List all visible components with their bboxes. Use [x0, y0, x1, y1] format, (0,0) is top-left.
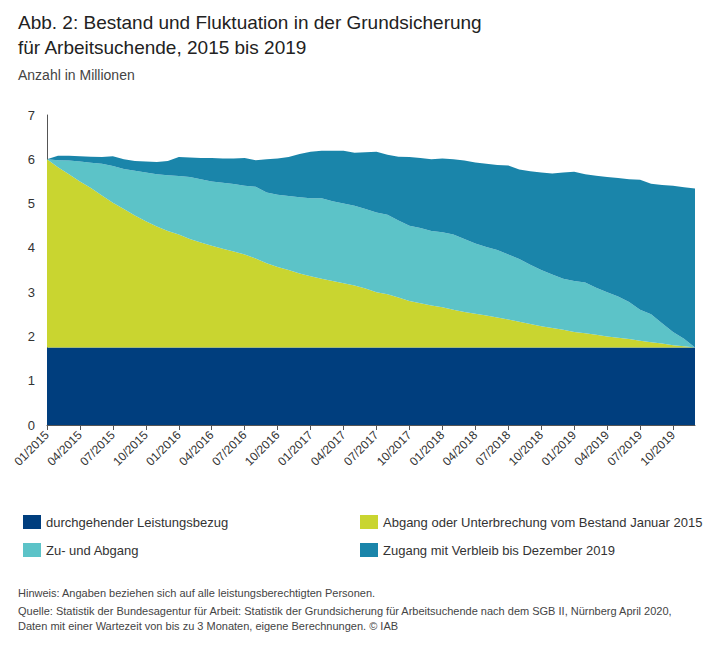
svg-text:4: 4 — [28, 240, 35, 255]
svg-text:07/2018: 07/2018 — [473, 428, 514, 469]
svg-text:5: 5 — [28, 196, 35, 211]
svg-text:07/2016: 07/2016 — [209, 428, 250, 469]
svg-text:durchgehender Leistungsbezug: durchgehender Leistungsbezug — [46, 515, 228, 530]
svg-text:10/2018: 10/2018 — [506, 428, 547, 469]
svg-text:04/2016: 04/2016 — [176, 428, 217, 469]
svg-text:04/2018: 04/2018 — [440, 428, 481, 469]
svg-text:01/2017: 01/2017 — [275, 428, 316, 469]
svg-text:07/2015: 07/2015 — [77, 428, 118, 469]
svg-text:Zugang mit Verbleib bis Dezemb: Zugang mit Verbleib bis Dezember 2019 — [383, 543, 615, 558]
svg-text:2: 2 — [28, 329, 35, 344]
svg-text:Anzahl in Millionen: Anzahl in Millionen — [18, 67, 135, 83]
svg-text:0: 0 — [28, 418, 35, 433]
svg-text:10/2015: 10/2015 — [110, 428, 151, 469]
svg-text:07/2019: 07/2019 — [604, 428, 645, 469]
svg-text:Zu- und Abgang: Zu- und Abgang — [46, 543, 139, 558]
svg-text:07/2017: 07/2017 — [341, 428, 382, 469]
svg-text:Daten mit einer Wartezeit von: Daten mit einer Wartezeit von bis zu 3 M… — [18, 620, 398, 632]
svg-text:04/2017: 04/2017 — [308, 428, 349, 469]
svg-text:10/2017: 10/2017 — [374, 428, 415, 469]
svg-text:01/2015: 01/2015 — [11, 428, 52, 469]
svg-text:Hinweis: Angaben beziehen sich: Hinweis: Angaben beziehen sich auf alle … — [18, 587, 375, 599]
svg-text:01/2019: 01/2019 — [539, 428, 580, 469]
svg-text:01/2016: 01/2016 — [143, 428, 184, 469]
svg-text:1: 1 — [28, 373, 35, 388]
svg-text:04/2019: 04/2019 — [572, 428, 613, 469]
svg-text:7: 7 — [28, 108, 35, 123]
svg-text:04/2015: 04/2015 — [44, 428, 85, 469]
svg-text:für Arbeitsuchende, 2015 bis 2: für Arbeitsuchende, 2015 bis 2019 — [18, 37, 306, 58]
svg-text:Quelle: Statistik der Bundesag: Quelle: Statistik der Bundesagentur für … — [18, 605, 675, 617]
svg-text:Abb. 2: Bestand und Fluktuatio: Abb. 2: Bestand und Fluktuation in der G… — [18, 12, 487, 33]
svg-text:3: 3 — [28, 285, 35, 300]
svg-text:Abgang oder Unterbrechung vom: Abgang oder Unterbrechung vom Bestand Ja… — [383, 515, 702, 530]
svg-text:10/2016: 10/2016 — [242, 428, 283, 469]
svg-text:01/2018: 01/2018 — [407, 428, 448, 469]
svg-text:6: 6 — [28, 152, 35, 167]
svg-text:10/2019: 10/2019 — [637, 428, 678, 469]
